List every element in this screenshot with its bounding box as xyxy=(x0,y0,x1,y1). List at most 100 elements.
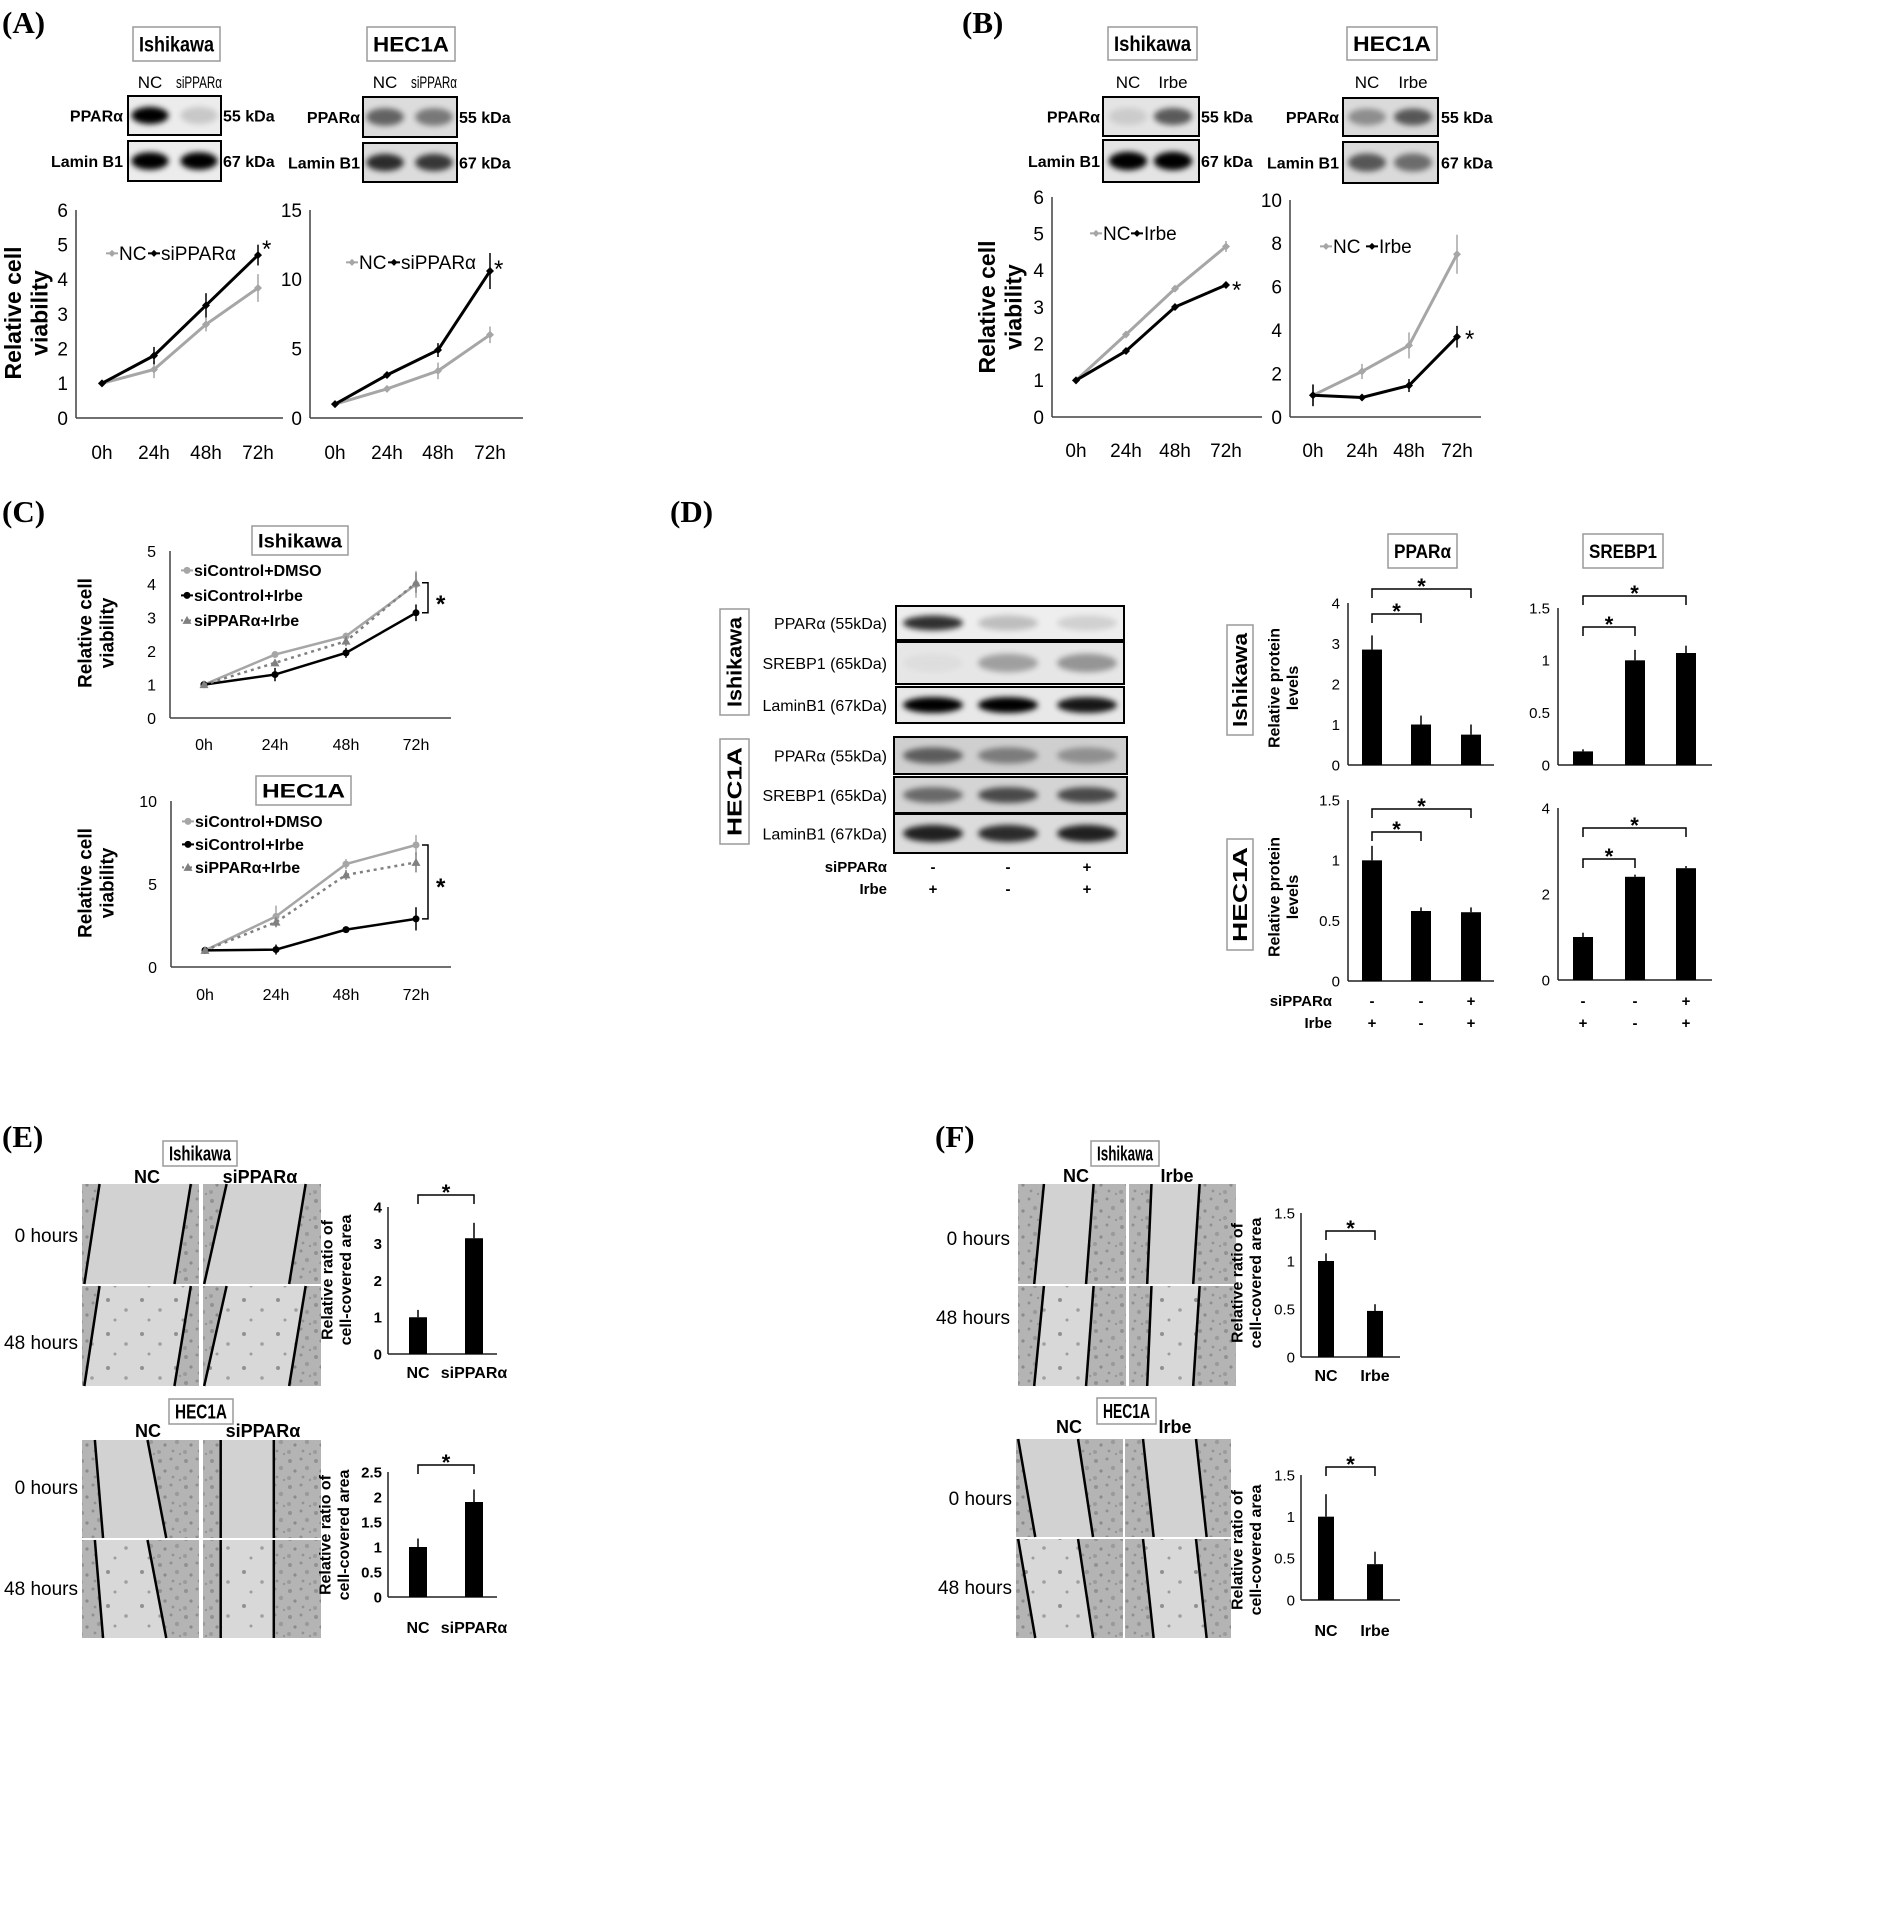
y-tick-label: 0 xyxy=(57,409,68,430)
cell-line-title: HEC1A xyxy=(1353,33,1431,56)
y-tick-label: 6 xyxy=(1033,188,1044,209)
y-tick-label: 15 xyxy=(281,201,302,222)
data-point-marker xyxy=(411,857,421,866)
western-blot: PPARα (55kDa) SREBP1 (65kDa) LaminB1 (67kD… xyxy=(763,736,1128,854)
y-tick-label: 8 xyxy=(1271,234,1282,255)
data-point-marker xyxy=(150,365,158,374)
bar xyxy=(1411,724,1431,765)
treatment-sign: - xyxy=(931,859,936,876)
data-point-marker xyxy=(1358,367,1366,376)
cell-line-title-box xyxy=(1096,1397,1157,1425)
bar xyxy=(1461,912,1481,981)
protein-label: SREBP1 (65kDa) xyxy=(763,788,888,805)
y-tick-label: 0.5 xyxy=(1319,913,1340,930)
x-tick-label: 72h xyxy=(1441,441,1473,462)
protein-band xyxy=(180,106,218,125)
significance-bracket xyxy=(1371,613,1422,623)
wound-edge-line xyxy=(1016,1438,1037,1538)
protein-band xyxy=(1394,108,1432,126)
protein-band xyxy=(903,787,963,803)
protein-band xyxy=(415,153,453,172)
data-series xyxy=(1309,234,1461,407)
timepoint-label: 48 hours xyxy=(4,1333,78,1354)
y-tick-label: 0 xyxy=(1332,973,1340,990)
x-tick-label: Irbe xyxy=(1360,1368,1389,1385)
cell-line-title-box xyxy=(251,525,349,556)
data-point-marker xyxy=(270,658,280,667)
y-tick-label: 0.5 xyxy=(1274,1551,1295,1568)
treatment-label: Irbe xyxy=(859,881,887,898)
cell-line-title: Ishikawa xyxy=(1114,33,1191,56)
bar xyxy=(465,1238,483,1354)
x-tick-label: 48h xyxy=(422,443,454,464)
molecular-weight-label: 67 kDa xyxy=(1201,154,1253,171)
y-tick-label: 4 xyxy=(374,1199,383,1216)
data-series xyxy=(201,907,420,955)
y-axis-label-line: viability xyxy=(98,597,119,668)
wound-edge-line xyxy=(93,1439,105,1539)
y-tick-label: 5 xyxy=(291,340,302,361)
cell-line-title: Ishikawa xyxy=(1097,1144,1154,1166)
x-tick-label: NC xyxy=(1314,1368,1338,1385)
wound-edge-line xyxy=(1194,1538,1208,1639)
y-axis-label: Relative ratio of cell-covered area xyxy=(1229,1218,1264,1349)
molecular-weight-label: 55 kDa xyxy=(459,110,511,127)
bar-chart: 0 2 4 * * xyxy=(1542,800,1712,989)
bar-chart: 0 0.5 1 1.5 NC Irbe Relative ratio of cell-cove… xyxy=(1229,1452,1400,1640)
protein-band xyxy=(366,108,404,126)
significance-bracket xyxy=(1582,827,1687,837)
scratch-gap xyxy=(1147,1184,1200,1284)
scratch-assay-grid: Ishikawa NC siPPARα 0 hours 48 hours xyxy=(4,1140,321,1387)
significance-star: * xyxy=(262,236,271,263)
y-tick-label: 1.5 xyxy=(1274,1205,1295,1222)
y-tick-label: 10 xyxy=(281,270,302,291)
cell-line-title: Ishikawa xyxy=(258,531,342,552)
western-blot: HEC1A NC Irbe PPARα 55 kDa Lamin B1 67 kDa xyxy=(1267,26,1493,184)
significance-bracket xyxy=(1371,588,1472,598)
x-tick-label: 0h xyxy=(196,987,214,1004)
cell-line-title: HEC1A xyxy=(1103,1401,1150,1423)
bar xyxy=(1318,1516,1334,1600)
significance-star: * xyxy=(442,1180,451,1205)
migrated-cells xyxy=(1034,1286,1094,1386)
row-label: Ishikawa xyxy=(1230,632,1252,727)
x-tick-label: 48h xyxy=(333,987,360,1004)
y-axis-label: Relative cell viability xyxy=(76,578,119,688)
y-tick-label: 2 xyxy=(147,644,156,661)
panel-label: (B) xyxy=(962,5,1003,40)
line-chart: 0 1 2 3 4 5 0h 24h 48h 72h siControl+DMSO siControl… xyxy=(76,544,451,754)
cell-line-title-box xyxy=(719,608,750,716)
legend-item: NC xyxy=(1320,237,1360,258)
data-point-marker xyxy=(348,258,356,266)
wound-edge-line xyxy=(1084,1183,1095,1285)
wound-edge-line xyxy=(173,1183,193,1285)
y-tick-label: 0.5 xyxy=(361,1564,382,1581)
data-point-marker xyxy=(254,251,262,260)
significance-star: * xyxy=(1630,581,1639,606)
molecular-weight-label: 67 kDa xyxy=(1441,156,1493,173)
y-tick-label: 2 xyxy=(57,340,68,361)
legend-label: siPPARα+Irbe xyxy=(194,613,299,630)
y-tick-label: 0 xyxy=(1332,757,1340,774)
series-line xyxy=(1312,253,1459,397)
scratch-image xyxy=(82,1183,199,1285)
bar-chart: 0 0.5 1 1.5 Relative protein levels * * xyxy=(1266,792,1494,990)
data-series xyxy=(200,852,421,954)
significance-star: * xyxy=(1232,277,1241,304)
bar xyxy=(465,1502,483,1597)
migrated-cells xyxy=(204,1286,306,1386)
data-point-marker xyxy=(1322,242,1330,250)
condition-label: Irbe xyxy=(1158,1417,1191,1437)
significance-bracket xyxy=(417,1464,475,1474)
y-tick-label: 0 xyxy=(1287,1349,1295,1366)
line-chart: 0 5 10 15 0h 24h 48h 72h NC siPPARα * xyxy=(281,201,523,464)
protein-band xyxy=(1394,153,1432,172)
x-tick-label: 0h xyxy=(195,737,213,754)
significance-star: * xyxy=(494,256,503,283)
data-point-marker xyxy=(434,366,442,375)
y-tick-label: 10 xyxy=(1261,191,1282,212)
wound-edge-line xyxy=(1194,1438,1208,1538)
data-point-marker xyxy=(1122,330,1130,339)
x-tick-label: NC xyxy=(406,1620,430,1637)
scratch-image xyxy=(1125,1538,1231,1639)
